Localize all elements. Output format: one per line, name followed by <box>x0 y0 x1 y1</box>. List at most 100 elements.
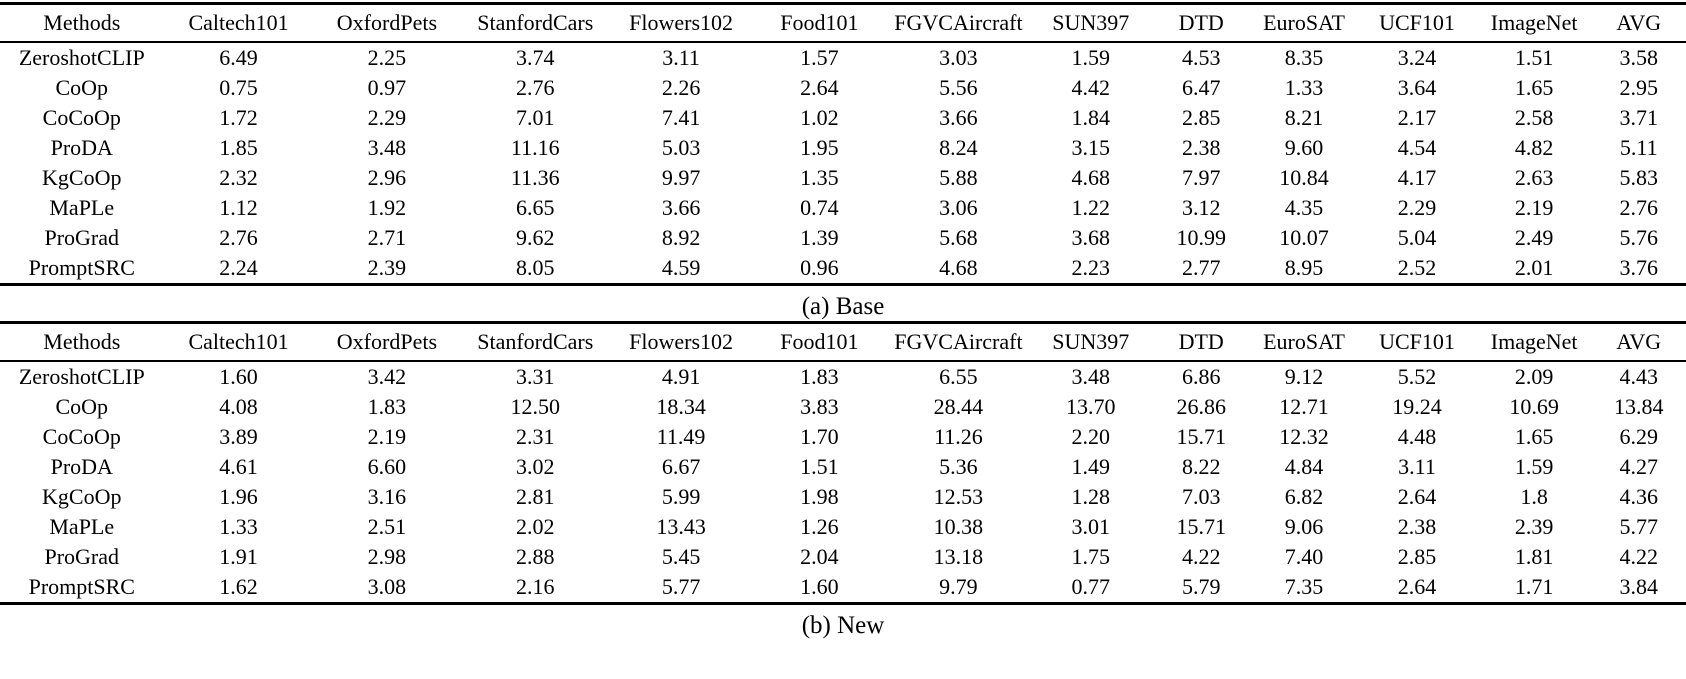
value-cell: 3.42 <box>367 364 407 389</box>
method-cell: KgCoOp <box>42 165 122 190</box>
value-cell: 3.24 <box>1397 45 1437 70</box>
value-cell: 3.02 <box>516 454 555 479</box>
value-cell: 5.03 <box>661 135 701 160</box>
table-row: PromptSRC 2.24 2.39 8.05 4.59 0.96 4.68 2.23 2.7… <box>0 253 1686 285</box>
value-cell: 5.77 <box>661 574 701 599</box>
value-cell: 2.39 <box>1514 514 1554 539</box>
value-cell: 0.96 <box>800 255 839 280</box>
value-cell: 5.99 <box>661 484 701 509</box>
paper-table-figure: Methods Caltech101 OxfordPets StanfordCars F… <box>0 2 1686 639</box>
value-cell: 1.28 <box>1071 484 1111 509</box>
method-cell: ZeroshotCLIP <box>18 45 145 70</box>
value-cell: 1.57 <box>800 45 839 70</box>
value-cell: 2.51 <box>367 514 407 539</box>
table-row: MaPLe 1.12 1.92 6.65 3.66 0.74 3.06 1.22 3.12 4.3… <box>0 193 1686 223</box>
value-cell: 2.58 <box>1514 105 1554 130</box>
value-cell: 4.08 <box>219 394 258 419</box>
value-cell: 4.17 <box>1397 165 1437 190</box>
table-row: ZeroshotCLIP 6.49 2.25 3.74 3.11 1.57 3.03 1.59… <box>0 42 1686 73</box>
value-cell: 1.95 <box>800 135 839 160</box>
value-cell: 13.84 <box>1613 394 1664 419</box>
value-cell: 7.41 <box>661 105 701 130</box>
value-cell: 9.06 <box>1284 514 1324 539</box>
method-cell: ProDA <box>50 135 113 160</box>
table-row: KgCoOp 2.32 2.96 11.36 9.97 1.35 5.88 4.68 7.97 1… <box>0 163 1686 193</box>
method-cell: CoOp <box>55 75 109 100</box>
column-header: Methods <box>0 322 164 362</box>
value-cell: 8.95 <box>1284 255 1324 280</box>
value-cell: 1.70 <box>800 424 839 449</box>
results-table-new: Methods Caltech101 OxfordPets StanfordCars F… <box>0 321 1686 605</box>
value-cell: 5.79 <box>1181 574 1221 599</box>
table-row: KgCoOp 1.96 3.16 2.81 5.99 1.98 12.53 1.28 7.03 6… <box>0 482 1686 512</box>
value-cell: 2.76 <box>219 225 258 250</box>
value-cell: 10.84 <box>1279 165 1329 190</box>
value-cell: 5.76 <box>1619 225 1658 250</box>
table-row: CoOp 4.08 1.83 12.50 18.34 3.83 28.44 13.70 26.8… <box>0 392 1686 422</box>
value-cell: 4.22 <box>1181 544 1221 569</box>
column-header: ImageNet <box>1476 3 1592 43</box>
value-cell: 2.52 <box>1397 255 1437 280</box>
column-header: AVG <box>1591 322 1686 362</box>
value-cell: 2.39 <box>367 255 407 280</box>
value-cell: 1.33 <box>219 514 258 539</box>
value-cell: 3.66 <box>939 105 978 130</box>
value-cell: 11.26 <box>934 424 983 449</box>
value-cell: 5.68 <box>939 225 978 250</box>
value-cell: 2.09 <box>1514 364 1554 389</box>
value-cell: 2.29 <box>367 105 407 130</box>
value-cell: 11.16 <box>510 135 560 160</box>
value-cell: 2.26 <box>661 75 701 100</box>
value-cell: 1.39 <box>800 225 839 250</box>
table-row: CoCoOp 3.89 2.19 2.31 11.49 1.70 11.26 2.20 15.7… <box>0 422 1686 452</box>
value-cell: 18.34 <box>656 394 706 419</box>
value-cell: 2.24 <box>219 255 258 280</box>
method-cell: PromptSRC <box>28 574 135 599</box>
value-cell: 1.96 <box>219 484 258 509</box>
method-cell: MaPLe <box>49 195 115 220</box>
value-cell: 1.12 <box>219 195 258 220</box>
value-cell: 1.83 <box>367 394 407 419</box>
value-cell: 1.26 <box>800 514 839 539</box>
value-cell: 1.81 <box>1514 544 1554 569</box>
value-cell: 2.64 <box>800 75 839 100</box>
value-cell: 2.77 <box>1181 255 1221 280</box>
value-cell: 3.11 <box>1398 454 1436 479</box>
value-cell: 12.53 <box>933 484 984 509</box>
value-cell: 4.43 <box>1619 364 1658 389</box>
value-cell: 11.49 <box>656 424 706 449</box>
value-cell: 5.04 <box>1397 225 1437 250</box>
value-cell: 4.27 <box>1619 454 1658 479</box>
value-cell: 0.74 <box>800 195 839 220</box>
value-cell: 7.35 <box>1284 574 1324 599</box>
value-cell: 3.48 <box>1071 364 1111 389</box>
method-cell: PromptSRC <box>28 255 135 280</box>
column-header: StanfordCars <box>460 3 611 43</box>
value-cell: 2.49 <box>1514 225 1554 250</box>
column-header: Flowers102 <box>610 3 752 43</box>
method-cell: ProGrad <box>44 225 120 250</box>
value-cell: 7.03 <box>1181 484 1221 509</box>
value-cell: 0.75 <box>219 75 258 100</box>
results-table-base: Methods Caltech101 OxfordPets StanfordCars F… <box>0 2 1686 286</box>
value-cell: 4.36 <box>1619 484 1658 509</box>
value-cell: 10.38 <box>933 514 984 539</box>
value-cell: 4.54 <box>1397 135 1437 160</box>
value-cell: 4.42 <box>1071 75 1111 100</box>
table-row: MaPLe 1.33 2.51 2.02 13.43 1.26 10.38 3.01 15.71… <box>0 512 1686 542</box>
value-cell: 6.86 <box>1181 364 1221 389</box>
value-cell: 6.47 <box>1181 75 1221 100</box>
value-cell: 4.59 <box>661 255 701 280</box>
value-cell: 1.33 <box>1284 75 1324 100</box>
value-cell: 6.55 <box>939 364 978 389</box>
value-cell: 3.11 <box>662 45 700 70</box>
value-cell: 2.29 <box>1397 195 1437 220</box>
value-cell: 6.67 <box>661 454 701 479</box>
value-cell: 1.60 <box>219 364 258 389</box>
value-cell: 2.85 <box>1181 105 1221 130</box>
value-cell: 15.71 <box>1176 514 1226 539</box>
column-header: EuroSAT <box>1250 322 1358 362</box>
value-cell: 4.48 <box>1397 424 1437 449</box>
value-cell: 13.70 <box>1066 394 1116 419</box>
value-cell: 1.71 <box>1514 574 1554 599</box>
